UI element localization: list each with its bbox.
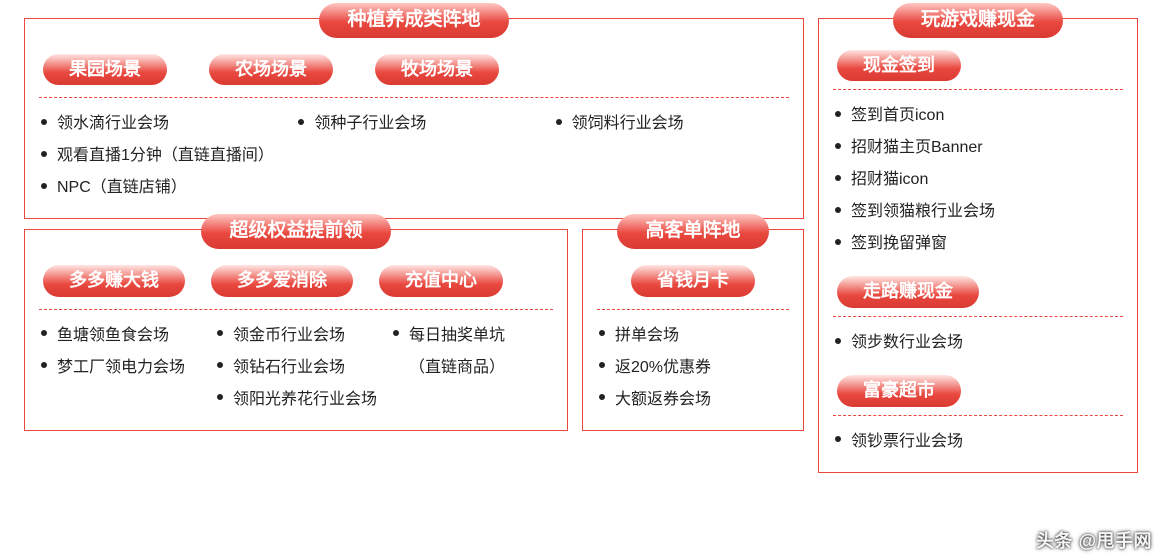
columns: 领水滴行业会场 观看直播1分钟（直链直播间） NPC（直链店铺） 领种子行业会场… bbox=[39, 108, 789, 204]
list-savings-card: 拼单会场 返20%优惠券 大额返券会场 bbox=[597, 320, 789, 416]
list-item: 签到挽留弹窗 bbox=[833, 228, 1123, 260]
list-item: 领阳光养花行业会场 bbox=[215, 384, 377, 416]
panel-title: 种植养成类阵地 bbox=[319, 3, 508, 38]
col-recharge: 每日抽奖单坑 （直链商品） bbox=[391, 320, 553, 384]
col-orchard: 领水滴行业会场 观看直播1分钟（直链直播间） NPC（直链店铺） bbox=[39, 108, 274, 204]
panel-games-cash: 玩游戏赚现金 现金签到 签到首页icon 招财猫主页Banner 招财猫icon… bbox=[818, 18, 1138, 473]
pill-earn-big: 多多赚大钱 bbox=[43, 265, 185, 297]
list-eliminate: 领金币行业会场 领钻石行业会场 领阳光养花行业会场 bbox=[215, 320, 377, 416]
panel-title: 高客单阵地 bbox=[617, 214, 768, 249]
list-ranch: 领饲料行业会场 bbox=[554, 108, 789, 140]
panel-title-wrap: 种植养成类阵地 bbox=[39, 3, 789, 38]
list-item: 领饲料行业会场 bbox=[554, 108, 789, 140]
list-item: 观看直播1分钟（直链直播间） bbox=[39, 140, 274, 172]
divider bbox=[597, 309, 789, 310]
panel-title: 玩游戏赚现金 bbox=[893, 3, 1063, 38]
col-ranch: 领饲料行业会场 bbox=[554, 108, 789, 140]
layout-root: 种植养成类阵地 果园场景 农场场景 牧场场景 领水滴行业会场 观看直播1分钟（直… bbox=[24, 18, 1138, 473]
list-item: 招财猫主页Banner bbox=[833, 132, 1123, 164]
list-item: 领钞票行业会场 bbox=[833, 426, 1123, 458]
section-walk: 走路赚现金 领步数行业会场 bbox=[833, 274, 1123, 359]
col-eliminate: 领金币行业会场 领钻石行业会场 领阳光养花行业会场 bbox=[215, 320, 377, 416]
list-item: 签到首页icon bbox=[833, 100, 1123, 132]
list-item: 领水滴行业会场 bbox=[39, 108, 274, 140]
list-item: 每日抽奖单坑 bbox=[391, 320, 553, 352]
list-item: 鱼塘领鱼食会场 bbox=[39, 320, 201, 352]
list-item: 领种子行业会场 bbox=[296, 108, 531, 140]
list-item: 拼单会场 bbox=[597, 320, 789, 352]
subhead-row: 多多赚大钱 多多爱消除 充值中心 bbox=[39, 259, 553, 301]
subhead-row: 省钱月卡 bbox=[597, 259, 789, 301]
list-orchard: 领水滴行业会场 观看直播1分钟（直链直播间） NPC（直链店铺） bbox=[39, 108, 274, 204]
divider bbox=[833, 316, 1123, 317]
panel-title-wrap: 高客单阵地 bbox=[597, 214, 789, 249]
panel-superrights: 超级权益提前领 多多赚大钱 多多爱消除 充值中心 鱼塘领鱼食会场 梦工厂领电力会… bbox=[24, 229, 568, 430]
list-mart: 领钞票行业会场 bbox=[833, 426, 1123, 458]
pill-savings-card: 省钱月卡 bbox=[631, 265, 755, 297]
watermark: 头条 @甩手网 bbox=[1036, 527, 1152, 553]
row-bottom: 超级权益提前领 多多赚大钱 多多爱消除 充值中心 鱼塘领鱼食会场 梦工厂领电力会… bbox=[24, 229, 804, 430]
left-column: 种植养成类阵地 果园场景 农场场景 牧场场景 领水滴行业会场 观看直播1分钟（直… bbox=[24, 18, 804, 431]
list-item: 招财猫icon bbox=[833, 164, 1123, 196]
pill-orchard: 果园场景 bbox=[43, 54, 167, 86]
section-mart: 富豪超市 领钞票行业会场 bbox=[833, 373, 1123, 458]
columns: 鱼塘领鱼食会场 梦工厂领电力会场 领金币行业会场 领钻石行业会场 领阳光养花行业… bbox=[39, 320, 553, 416]
pill-row: 走路赚现金 bbox=[833, 274, 1123, 308]
list-earn-big: 鱼塘领鱼食会场 梦工厂领电力会场 bbox=[39, 320, 201, 384]
divider bbox=[833, 415, 1123, 416]
pill-farm: 农场场景 bbox=[209, 54, 333, 86]
col-earn-big: 鱼塘领鱼食会场 梦工厂领电力会场 bbox=[39, 320, 201, 384]
list-item-note: （直链商品） bbox=[391, 352, 553, 384]
pill-row: 富豪超市 bbox=[833, 373, 1123, 407]
right-column: 玩游戏赚现金 现金签到 签到首页icon 招财猫主页Banner 招财猫icon… bbox=[818, 18, 1138, 473]
list-item: 领钻石行业会场 bbox=[215, 352, 377, 384]
list-farm: 领种子行业会场 bbox=[296, 108, 531, 140]
panel-high-ticket: 高客单阵地 省钱月卡 拼单会场 返20%优惠券 大额返券会场 bbox=[582, 229, 804, 430]
section-signin: 现金签到 签到首页icon 招财猫主页Banner 招财猫icon 签到领猫粮行… bbox=[833, 48, 1123, 261]
panel-planting: 种植养成类阵地 果园场景 农场场景 牧场场景 领水滴行业会场 观看直播1分钟（直… bbox=[24, 18, 804, 219]
list-item: 领金币行业会场 bbox=[215, 320, 377, 352]
pill-walk-cash: 走路赚现金 bbox=[837, 276, 979, 308]
pill-recharge: 充值中心 bbox=[379, 265, 503, 297]
divider bbox=[39, 309, 553, 310]
divider bbox=[39, 97, 789, 98]
list-walk: 领步数行业会场 bbox=[833, 327, 1123, 359]
pill-row: 现金签到 bbox=[833, 48, 1123, 82]
panel-title: 超级权益提前领 bbox=[201, 214, 390, 249]
pill-eliminate: 多多爱消除 bbox=[211, 265, 353, 297]
list-item: NPC（直链店铺） bbox=[39, 172, 274, 204]
panel-title-wrap: 玩游戏赚现金 bbox=[833, 3, 1123, 38]
subhead-row: 果园场景 农场场景 牧场场景 bbox=[39, 48, 789, 90]
divider bbox=[833, 89, 1123, 90]
pill-rich-mart: 富豪超市 bbox=[837, 375, 961, 407]
list-item: 梦工厂领电力会场 bbox=[39, 352, 201, 384]
list-signin: 签到首页icon 招财猫主页Banner 招财猫icon 签到领猫粮行业会场 签… bbox=[833, 100, 1123, 260]
list-recharge: 每日抽奖单坑 （直链商品） bbox=[391, 320, 553, 384]
list-item: 大额返券会场 bbox=[597, 384, 789, 416]
list-item: 领步数行业会场 bbox=[833, 327, 1123, 359]
pill-ranch: 牧场场景 bbox=[375, 54, 499, 86]
pill-cash-signin: 现金签到 bbox=[837, 50, 961, 82]
list-item: 签到领猫粮行业会场 bbox=[833, 196, 1123, 228]
panel-title-wrap: 超级权益提前领 bbox=[39, 214, 553, 249]
col-farm: 领种子行业会场 bbox=[296, 108, 531, 140]
list-item: 返20%优惠券 bbox=[597, 352, 789, 384]
